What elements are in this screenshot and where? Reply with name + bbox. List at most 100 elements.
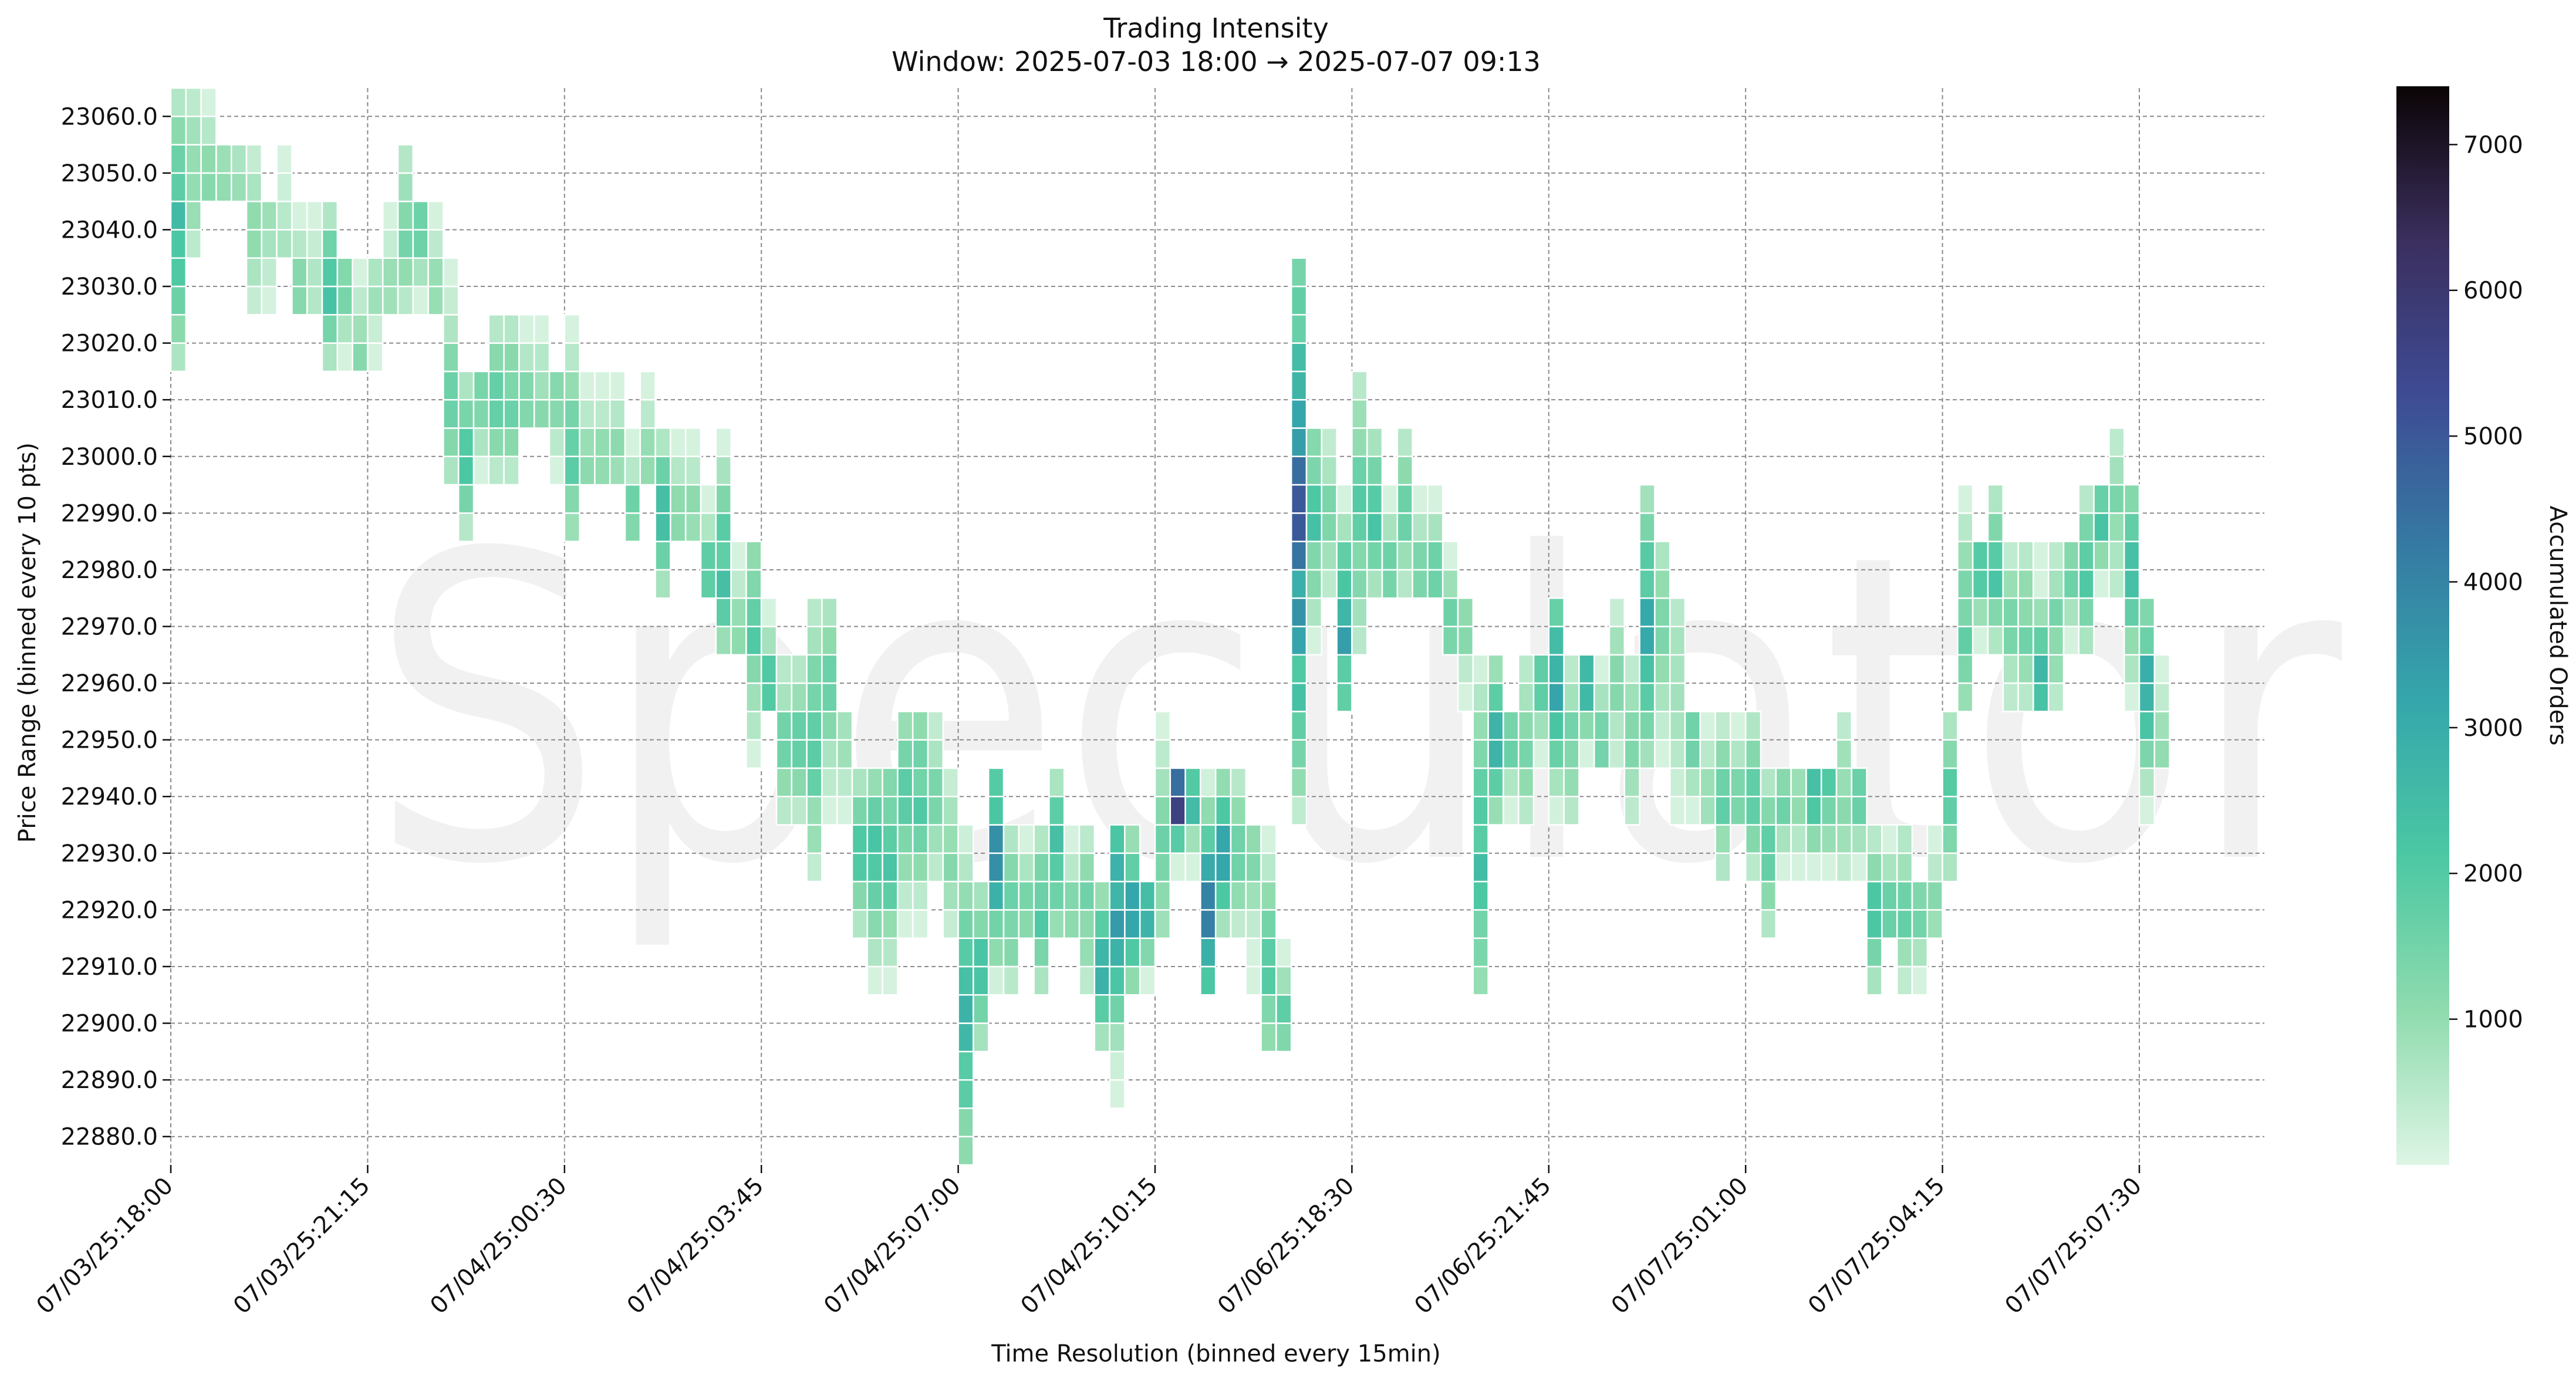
heatmap-cell [472,427,490,458]
heatmap-cell [170,229,187,259]
heatmap-cell [1078,909,1096,939]
heatmap-cell [1290,597,1308,627]
heatmap-cell [1290,455,1308,486]
heatmap-cell [775,795,793,826]
heatmap-cell [2123,626,2141,656]
heatmap-cell [1639,739,1656,769]
heatmap-cell [897,909,914,939]
heatmap-cell [624,427,642,458]
heatmap-cell [1184,795,1201,826]
heatmap-cell [821,597,838,627]
y-tick-label: 22980.0 [61,557,158,584]
heatmap-cell [321,342,339,373]
heatmap-cell [866,937,883,968]
heatmap-cell [1730,795,1747,826]
heatmap-cell [1169,824,1186,854]
heatmap-cell [1790,824,1807,854]
heatmap-cell [957,1022,974,1053]
heatmap-cell [1926,824,1943,854]
heatmap-cell [957,1050,974,1081]
heatmap-cell [381,200,399,231]
heatmap-cell [1623,767,1640,798]
heatmap-cell [1109,994,1126,1024]
heatmap-cell [1942,767,1959,798]
heatmap-cell [1578,739,1595,769]
heatmap-cell [1805,852,1822,883]
heatmap-cell [1427,569,1444,599]
heatmap-cell [1639,654,1656,684]
heatmap-cell [381,229,399,259]
x-tick-label: 07/03/25:18:00 [31,1173,178,1320]
heatmap-cell [654,427,671,458]
heatmap-cell [2047,682,2065,712]
heatmap-cell [1744,767,1762,798]
heatmap-cell [185,144,202,174]
heatmap-cell [836,711,853,741]
heatmap-cell [548,398,566,429]
heatmap-cell [1321,484,1338,514]
heatmap-cell [1866,880,1883,911]
heatmap-cell [1457,626,1474,656]
heatmap-cell [1472,739,1489,769]
heatmap-cell [1926,880,1943,911]
heatmap-cell [1351,569,1368,599]
heatmap-cell [2138,795,2156,826]
heatmap-cell [730,541,747,571]
heatmap-cell [1699,739,1716,769]
heatmap-cell [245,285,263,316]
heatmap-cell [1214,767,1232,798]
heatmap-cell [2153,711,2170,741]
heatmap-cell [836,795,853,826]
heatmap-cell [1820,852,1838,883]
heatmap-cell [715,541,732,571]
heatmap-cell [443,427,460,458]
heatmap-cell [806,682,823,712]
heatmap-cell [1275,1022,1292,1053]
heatmap-cell [1472,795,1489,826]
heatmap-cell [1109,909,1126,939]
heatmap-cell [1124,880,1141,911]
heatmap-cell [1639,682,1656,712]
heatmap-cell [457,512,475,542]
heatmap-cell [1321,569,1338,599]
heatmap-cell [518,398,535,429]
heatmap-cell [715,569,732,599]
heatmap-cell [1184,767,1201,798]
heatmap-cell [367,342,384,373]
heatmap-cell [1214,824,1232,854]
heatmap-cell [1260,909,1277,939]
heatmap-cell [2002,654,2019,684]
heatmap-cell [1835,739,1853,769]
heatmap-cell [457,455,475,486]
heatmap-cell [1639,711,1656,741]
heatmap-cell [1290,257,1308,288]
heatmap-cell [882,909,899,939]
heatmap-cell [1002,909,1020,939]
heatmap-cell [306,257,323,288]
heatmap-cell [1048,795,1065,826]
heatmap-cell [1305,427,1323,458]
heatmap-cell [1245,965,1262,996]
y-tick-label: 22960.0 [61,670,158,697]
heatmap-cell [1336,682,1353,712]
heatmap-cell [1336,541,1353,571]
heatmap-cell [957,852,974,883]
heatmap-cell [973,994,990,1024]
x-tick-label: 07/07/25:04:15 [1803,1173,1950,1320]
heatmap-cell [2002,569,2019,599]
heatmap-cell [1654,682,1671,712]
heatmap-cell [851,880,869,911]
heatmap-cell [2033,541,2050,571]
heatmap-cell [443,285,460,316]
heatmap-cell [1532,711,1550,741]
heatmap-cell [1078,824,1096,854]
heatmap-cell [1321,541,1338,571]
heatmap-cell [2108,541,2125,571]
heatmap-cell [1290,682,1308,712]
heatmap-cell [1321,512,1338,542]
heatmap-cell [2123,512,2141,542]
heatmap-cell [1290,398,1308,429]
heatmap-cell [1639,541,1656,571]
heatmap-cell [1336,654,1353,684]
